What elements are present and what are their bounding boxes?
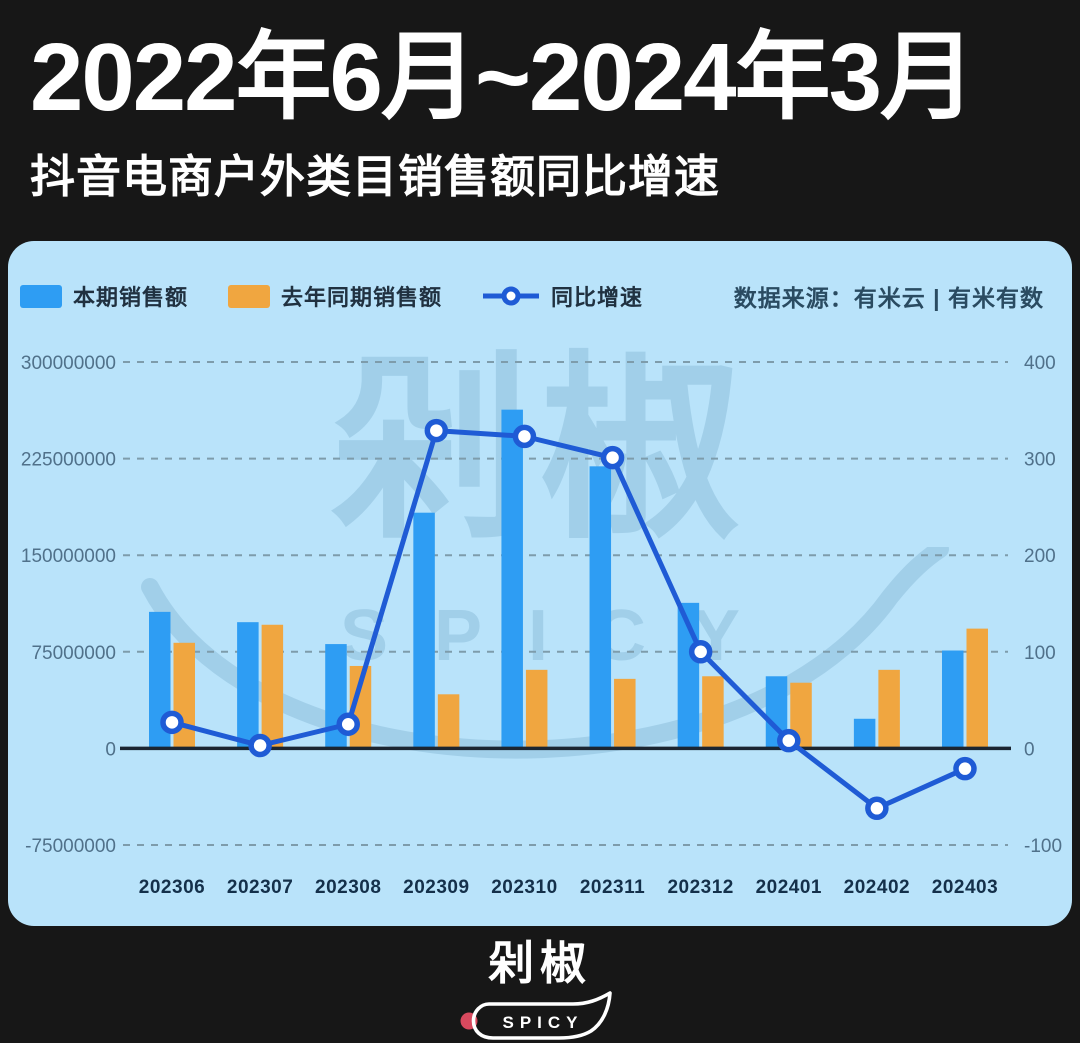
y-axis-label-right: 300	[1024, 450, 1056, 471]
growth-marker-202306	[160, 710, 184, 735]
bar-current-202403	[941, 650, 964, 749]
x-axis-label-202401: 202401	[756, 877, 822, 898]
bar-current-202307	[237, 622, 259, 749]
growth-marker-202311	[600, 445, 625, 470]
y-axis-label-left: 150000000	[21, 546, 116, 567]
bar-previous-202307	[261, 624, 284, 749]
bar-previous-202310	[525, 669, 548, 749]
growth-marker-202307	[248, 733, 272, 758]
y-axis-label-left: 300000000	[21, 353, 116, 374]
bar-previous-202402	[878, 669, 900, 749]
growth-line	[171, 428, 967, 811]
y-axis-label-right: -100	[1024, 836, 1062, 857]
x-axis-label-202309: 202309	[403, 877, 469, 898]
y-axis-label-left: 225000000	[21, 450, 116, 471]
page-subtitle: 抖音电商户外类目销售额同比增速	[30, 151, 721, 202]
growth-line-legend-icon	[483, 286, 540, 306]
y-axis-label-left: -75000000	[25, 836, 116, 857]
bar-current-202311	[589, 466, 612, 749]
legend-label-previous: 去年同期销售额	[281, 285, 443, 310]
bar-previous-202311	[614, 678, 636, 749]
x-axis-label-202308: 202308	[315, 877, 381, 898]
chart-canvas: 300000000 400 225000000 300 150000000 200 7500…	[21, 353, 1062, 898]
legend-item-growth: 同比增速	[482, 280, 643, 312]
legend-label-current: 本期销售额	[73, 285, 189, 310]
bar-current-202310	[501, 409, 523, 749]
growth-marker-202309	[424, 418, 449, 443]
chart-card: 本期销售额 去年同期销售额 同比增速 数据来源：有米云 | 有米有数 剁椒 SP…	[8, 241, 1072, 926]
y-axis-label-right: 400	[1024, 353, 1056, 374]
page-footer: 剁椒 SPICY	[0, 938, 1080, 1043]
x-axis-label-202306: 202306	[139, 877, 205, 898]
bar-previous-202403	[966, 628, 988, 749]
x-axis-label-202312: 202312	[667, 877, 733, 898]
data-source-text: 数据来源：有米云 | 有米有数	[733, 285, 1044, 311]
growth-marker-202308	[336, 712, 360, 736]
x-axis-label-202310: 202310	[491, 877, 557, 898]
footer-logo-subtext: SPICY	[502, 1013, 583, 1032]
page-header: 2022年6月~2024年3月 抖音电商户外类目销售额同比增速	[0, 0, 1080, 205]
growth-marker-202312	[688, 640, 713, 664]
bar-current-202309	[413, 512, 435, 749]
x-axis-label-202311: 202311	[580, 877, 645, 898]
x-axis-label-202402: 202402	[844, 877, 910, 898]
growth-marker-202403	[953, 756, 977, 781]
growth-marker-202310	[512, 424, 537, 449]
current-sales-swatch-icon	[20, 284, 62, 308]
previous-sales-swatch-icon	[228, 284, 271, 308]
bar-previous-202309	[437, 694, 460, 749]
y-axis-label-left: 75000000	[31, 643, 116, 664]
bar-previous-202312	[702, 676, 724, 749]
growth-marker-202401	[777, 728, 801, 753]
bar-current-202402	[853, 718, 876, 749]
legend-row: 本期销售额 去年同期销售额 同比增速 数据来源：有米云 | 有米有数	[20, 279, 1044, 313]
page-title: 2022年6月~2024年3月	[30, 24, 976, 131]
footer-spicy-boat-icon: SPICY	[460, 990, 612, 1040]
y-axis-label-right: 100	[1024, 643, 1056, 664]
legend-label-growth: 同比增速	[551, 285, 644, 310]
x-axis-label-202307: 202307	[227, 877, 293, 898]
footer-logo-text: 剁椒	[488, 937, 592, 989]
x-axis-label-202403: 202403	[932, 877, 998, 898]
growth-marker-202402	[865, 796, 889, 821]
y-axis-label-right: 200	[1024, 546, 1056, 567]
y-axis-label-left: 0	[105, 739, 116, 760]
y-axis-label-right: 0	[1024, 739, 1035, 760]
legend-item-current: 本期销售额	[20, 280, 188, 312]
legend-item-previous: 去年同期销售额	[228, 280, 442, 312]
